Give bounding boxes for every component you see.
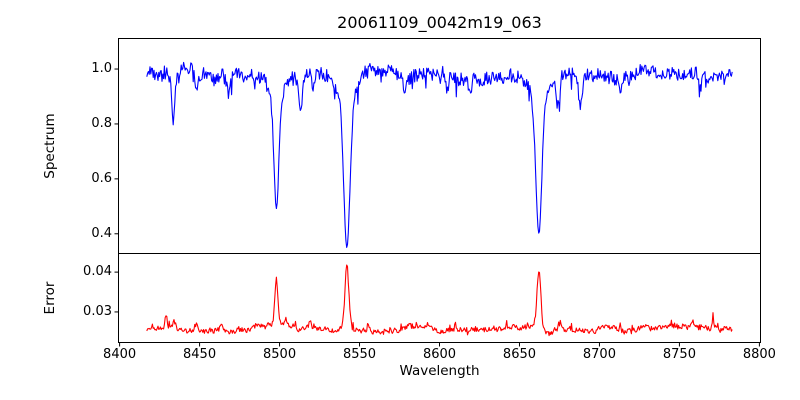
spectrum-y-axis-label: Spectrum <box>42 113 58 179</box>
error-line <box>146 264 733 337</box>
x-tick-label: 8750 <box>662 347 696 362</box>
x-tick-label: 8500 <box>263 347 297 362</box>
spectrum-y-tick-label: 0.6 <box>91 170 112 186</box>
spectrum-y-tick-label: 0.8 <box>91 115 112 131</box>
x-tick-label: 8400 <box>103 347 137 362</box>
x-tick-label: 8450 <box>183 347 217 362</box>
spectrum-axes <box>118 38 761 253</box>
error-axes <box>118 253 761 343</box>
spectrum-y-tick-label: 0.4 <box>91 225 112 241</box>
x-tick-label: 8700 <box>582 347 616 362</box>
error-y-tick-label: 0.03 <box>83 303 112 319</box>
x-tick-label: 8600 <box>422 347 457 362</box>
spectrum-line <box>146 61 733 248</box>
error-y-axis-label: Error <box>42 281 58 315</box>
spectrum-y-tick-label: 1.0 <box>91 61 112 77</box>
chart-title: 20061109_0042m19_063 <box>337 13 542 32</box>
error-y-tick-label: 0.04 <box>83 264 112 280</box>
x-tick-label: 8550 <box>342 347 377 362</box>
x-tick-label: 8800 <box>742 347 776 362</box>
x-axis-label: Wavelength <box>399 363 480 379</box>
x-tick-label: 8650 <box>502 347 537 362</box>
